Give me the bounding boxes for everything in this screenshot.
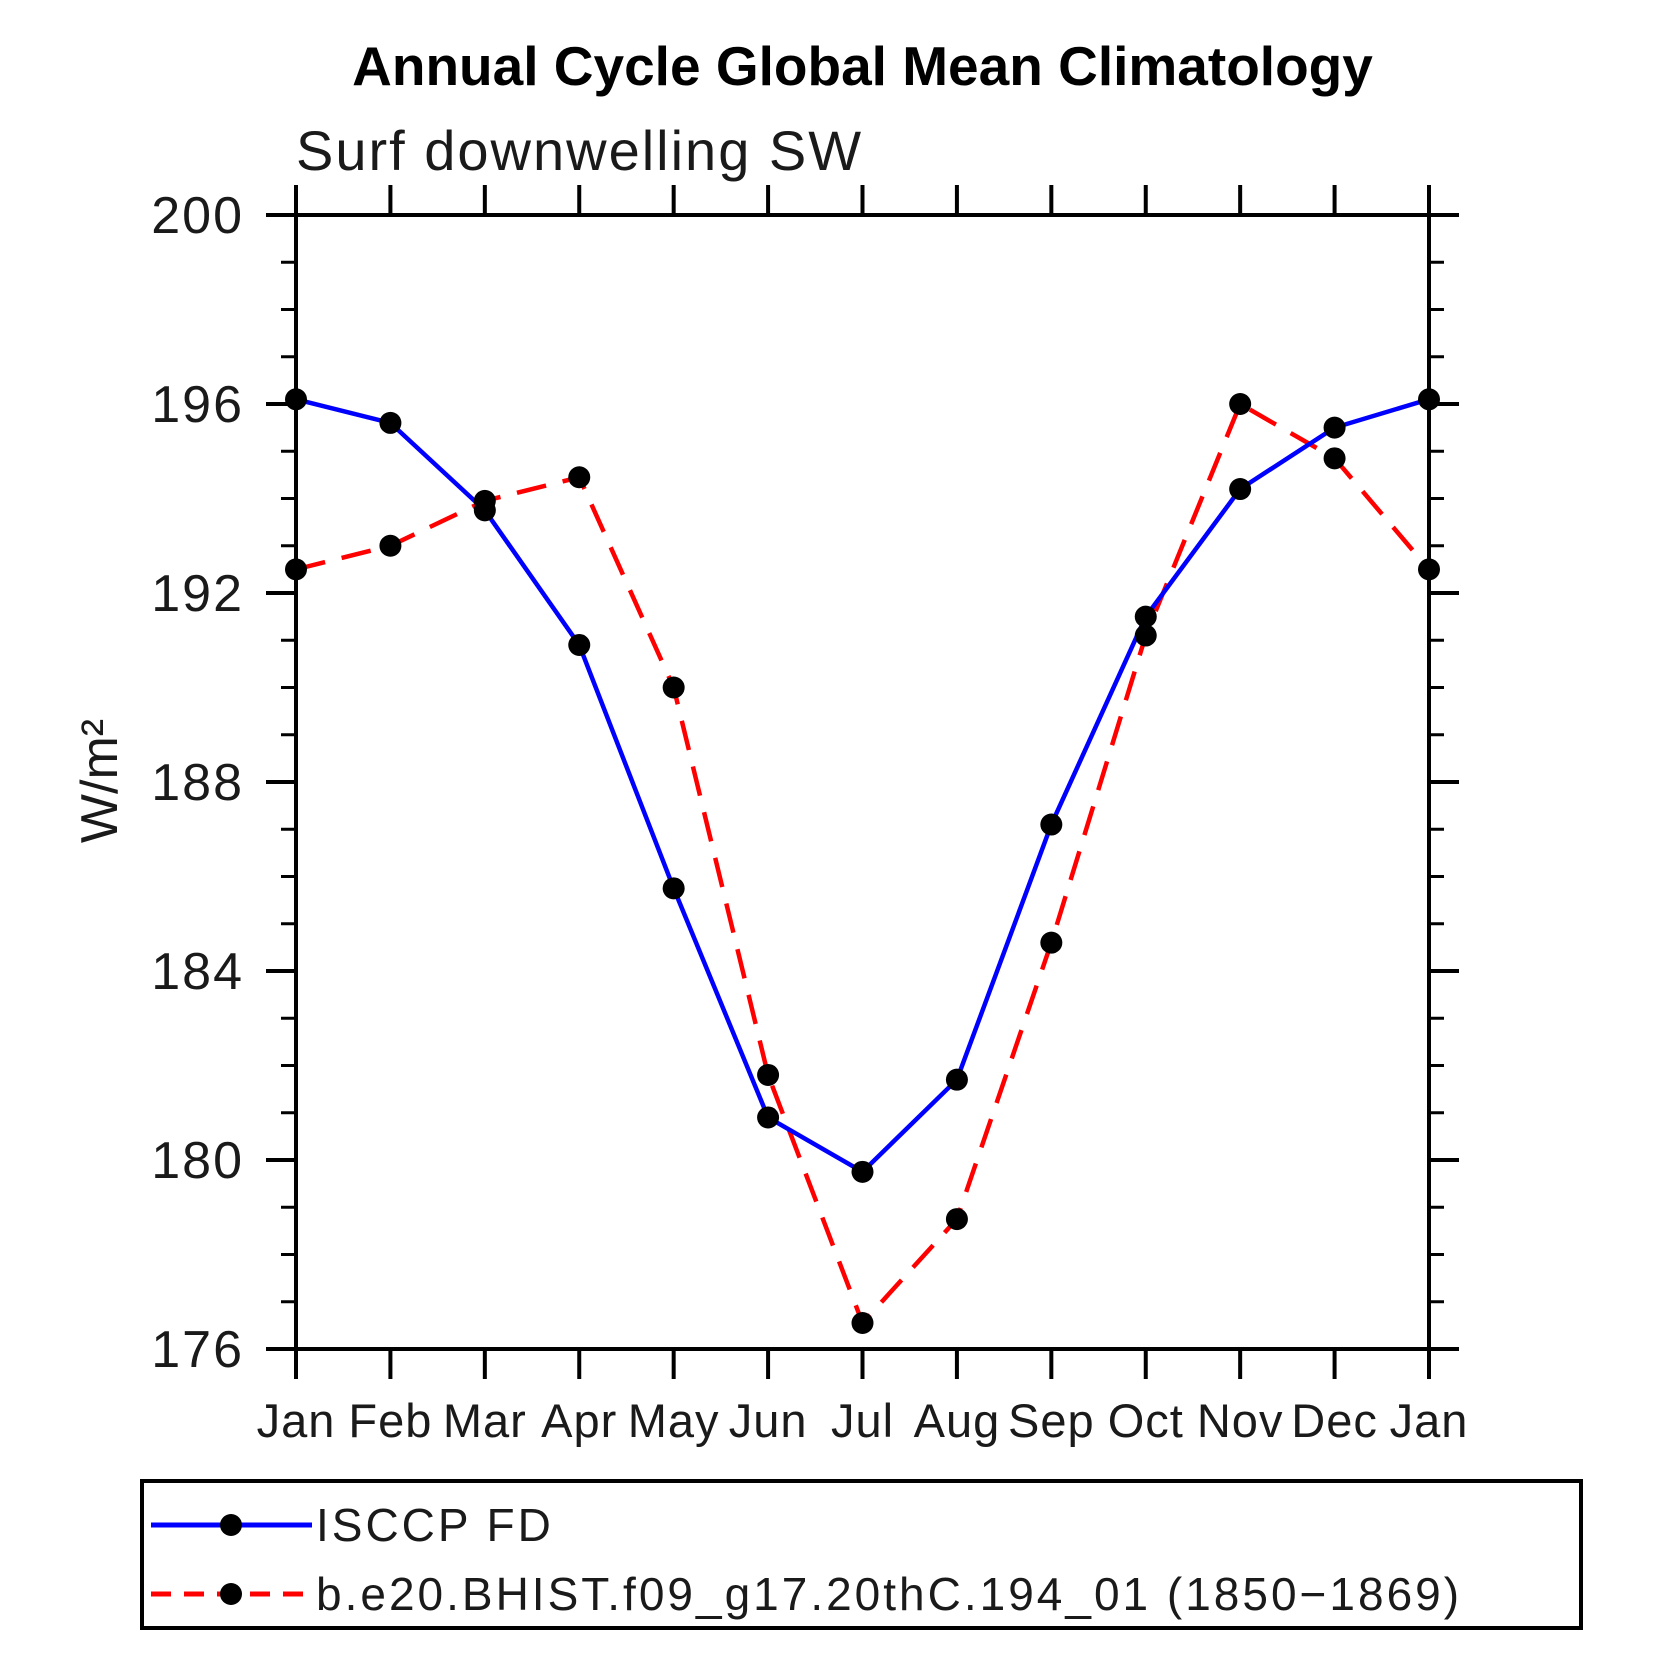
y-tick-label: 184 — [151, 943, 244, 1001]
data-point-0-8 — [1040, 813, 1063, 836]
y-tick-label: 192 — [151, 565, 244, 623]
x-tick-label: Apr — [541, 1394, 617, 1447]
data-point-1-10 — [1229, 393, 1252, 415]
x-tick-label: Dec — [1291, 1394, 1378, 1447]
data-point-0-0 — [285, 388, 307, 411]
legend-sample-line-solid — [151, 1514, 312, 1536]
legend-sample-line-dashed — [151, 1583, 312, 1605]
y-tick-label: 200 — [151, 187, 244, 245]
data-point-1-4 — [662, 676, 685, 699]
x-tick-label: Jul — [831, 1394, 894, 1447]
legend-item-isccp: ISCCP FD — [151, 1499, 554, 1551]
legend-label: b.e20.BHIST.f09_g17.20thC.194_01 (1850−1… — [316, 1568, 1463, 1620]
data-point-1-1 — [379, 534, 402, 557]
y-tick-label: 188 — [151, 754, 244, 812]
data-point-1-6 — [851, 1312, 874, 1335]
data-point-1-7 — [945, 1208, 968, 1231]
x-tick-label: Mar — [443, 1394, 527, 1447]
chart-title: Annual Cycle Global Mean Climatology — [352, 35, 1373, 97]
x-tick-label: Sep — [1008, 1394, 1095, 1447]
data-point-0-3 — [568, 633, 591, 656]
x-tick-label: Jan — [257, 1394, 336, 1447]
data-point-1-11 — [1323, 447, 1346, 470]
data-point-1-2 — [473, 489, 496, 512]
x-tick-label: Feb — [348, 1394, 432, 1447]
data-point-0-6 — [851, 1160, 874, 1183]
data-point-1-9 — [1134, 624, 1157, 647]
x-tick-label: May — [628, 1394, 720, 1447]
data-point-0-4 — [662, 877, 685, 900]
data-point-1-5 — [757, 1063, 780, 1086]
data-point-0-10 — [1229, 478, 1252, 501]
data-point-1-3 — [568, 466, 591, 489]
data-point-0-1 — [379, 411, 402, 434]
x-tick-label: Oct — [1108, 1394, 1184, 1447]
series-line-1 — [295, 400, 1431, 1328]
legend-label: ISCCP FD — [316, 1499, 554, 1551]
data-point-1-12 — [1418, 558, 1440, 581]
data-point-0-11 — [1323, 416, 1346, 439]
y-tick-label: 176 — [151, 1321, 244, 1379]
y-tick-label: 180 — [151, 1132, 244, 1190]
data-point-1-8 — [1040, 931, 1063, 954]
data-point-0-5 — [757, 1106, 780, 1129]
data-point-1-0 — [285, 558, 307, 581]
x-tick-label: Jun — [729, 1394, 808, 1447]
x-tick-label: Aug — [914, 1394, 1001, 1447]
y-tick-label: 196 — [151, 376, 244, 434]
series-line-0 — [295, 397, 1430, 1175]
data-point-0-9 — [1134, 605, 1157, 628]
legend: ISCCP FD b.e20.BHIST.f09_g17.20thC.194_0… — [140, 1479, 1583, 1630]
legend-item-model: b.e20.BHIST.f09_g17.20thC.194_01 (1850−1… — [151, 1568, 1462, 1620]
legend-marker — [220, 1514, 242, 1536]
chart-subtitle: Surf downwelling SW — [296, 119, 864, 182]
legend-marker — [220, 1583, 242, 1605]
data-point-0-7 — [945, 1068, 968, 1091]
x-tick-label: Nov — [1197, 1394, 1284, 1447]
x-tick-label: Jan — [1390, 1394, 1469, 1447]
data-point-0-12 — [1418, 388, 1440, 411]
